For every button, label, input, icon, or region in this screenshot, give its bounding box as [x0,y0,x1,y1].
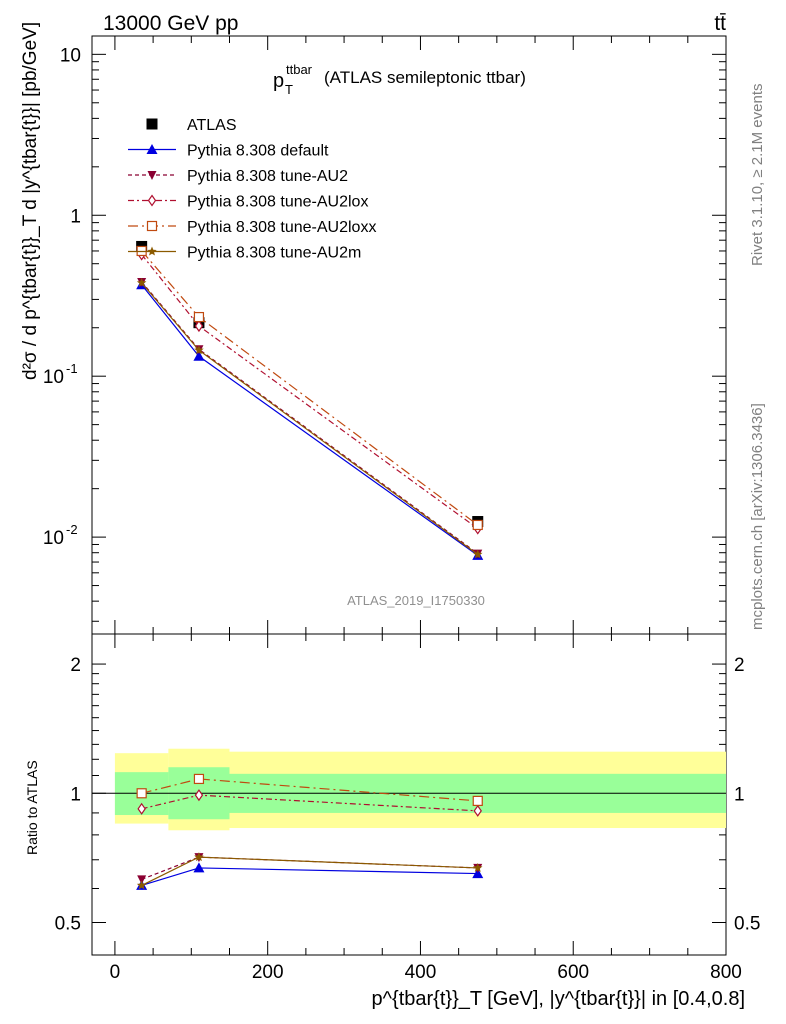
legend-label: Pythia 8.308 tune-AU2loxx [187,219,376,236]
plot-title-sub: T [285,82,293,97]
main-series [136,240,484,560]
ratio-line [141,778,478,802]
data-point [193,350,205,361]
ratio-point [193,773,205,785]
series-line [141,282,479,555]
y-axis-label-bottom: Ratio to ATLAS [24,760,40,855]
ratio-series-pythia-8-308-tune-au2loxx [136,773,483,806]
x-tick-label: 200 [252,962,284,983]
ratio-point [472,868,484,879]
ratio-point [137,875,147,885]
ratio-point [473,804,482,817]
legend-marker [147,171,157,180]
legend-entry: Pythia 8.308 tune-AU2loxx [128,219,376,236]
y-tick-label: 10 [60,45,81,66]
ratio-tick-label-right: 0.5 [734,913,760,934]
legend-marker [147,194,157,207]
ratio-point [136,880,147,890]
x-axis-label: p^{tbar{t}}_T [GeV], |y^{tbar{t}}| in [0… [372,988,746,1010]
legend-label: Pythia 8.308 tune-AU2lox [187,194,368,211]
plot-title: p ttbar T (ATLAS semileptonic ttbar) [273,62,526,97]
series-pythia-8-308-tune-au2 [137,277,483,559]
ratio-point [137,802,146,815]
x-tick-label: 400 [405,962,437,983]
ratio-point [472,795,483,806]
x-tick-label: 800 [710,962,742,983]
mcplots-label: mcplots.cern.ch [arXiv:1306.3436] [749,403,766,630]
y-tick-label: 10 [43,367,64,388]
ratio-point [193,862,205,873]
ratio-series-pythia-8-308-tune-au2lox [137,789,482,817]
legend-entry: ATLAS [146,117,237,134]
ratio-line [141,867,478,887]
x-tick-label: 0 [110,962,121,983]
bottom-axis-ticks: 2 2 1 1 0.5 0.5 0 200 400 600 800 [55,36,760,983]
legend-label: Pythia 8.308 default [187,143,329,160]
legend-entry: Pythia 8.308 tune-AU2m [128,245,361,262]
ratio-tick-label-right: 1 [734,784,745,805]
y-tick-label-exponent: -2 [66,522,78,537]
ratio-tick-label-right: 2 [734,655,745,676]
legend-marker [147,246,157,256]
x-tick-label: 600 [557,962,589,983]
legend: ATLAS Pythia 8.308 default Pythia 8.308 tu… [128,117,376,262]
ratio-tick-label-left: 1 [70,784,81,805]
data-point [194,345,204,355]
plot-title-main: p [273,70,284,92]
ratio-series-pythia-8-308-tune-au2 [137,853,483,885]
series-line [141,281,479,555]
ratio-series [136,773,484,890]
plot-title-rest: (ATLAS semileptonic ttbar) [324,68,526,87]
ratio-series-pythia-8-308-tune-au2m [136,852,483,890]
energy-label: 13000 GeV pp [103,12,238,35]
legend-marker [146,144,158,154]
data-point [472,549,483,559]
legend-label: Pythia 8.308 tune-AU2m [187,245,361,262]
rivet-label: Rivet 3.1.10, ≥ 2.1M events [749,84,766,267]
series-line [141,250,479,526]
ratio-point [194,852,204,862]
legend-marker [146,220,158,232]
process-label: tt̄ [714,12,726,35]
uncertainty-bands [92,748,727,831]
y-tick-label-exponent: -1 [66,361,78,376]
series-line [141,254,479,530]
ratio-point [472,862,483,872]
legend-marker [146,118,158,130]
y-tick-label: 1 [70,206,81,227]
ratio-point [136,788,147,799]
series-pythia-8-308-default [136,279,484,560]
data-point [136,277,147,287]
data-point [194,319,204,333]
data-point [193,311,205,323]
y-axis-label-top: d²σ / d p^{tbar{t}}_T d |y^{tbar{t}}| [p… [20,22,41,380]
legend-entry: Pythia 8.308 tune-AU2 [128,168,348,185]
y-tick-label: 10 [43,528,64,549]
series-atlas [136,240,484,528]
ratio-tick-label-left: 0.5 [55,913,81,934]
ratio-tick-label-left: 2 [70,655,81,676]
series-pythia-8-308-tune-au2m [136,277,483,559]
data-point [472,519,483,531]
series-pythia-8-308-tune-au2lox [137,248,482,535]
ratio-line [141,856,478,886]
legend-label: Pythia 8.308 tune-AU2 [187,168,348,185]
plot-title-sup: ttbar [286,62,313,77]
analysis-id: ATLAS_2019_I1750330 [347,593,485,608]
series-pythia-8-308-tune-au2loxx [136,245,483,531]
legend-entry: Pythia 8.308 default [128,143,329,160]
legend-entry: Pythia 8.308 tune-AU2lox [128,194,368,211]
series-line [141,284,479,556]
legend-label: ATLAS [187,117,237,134]
ratio-point [194,789,204,802]
